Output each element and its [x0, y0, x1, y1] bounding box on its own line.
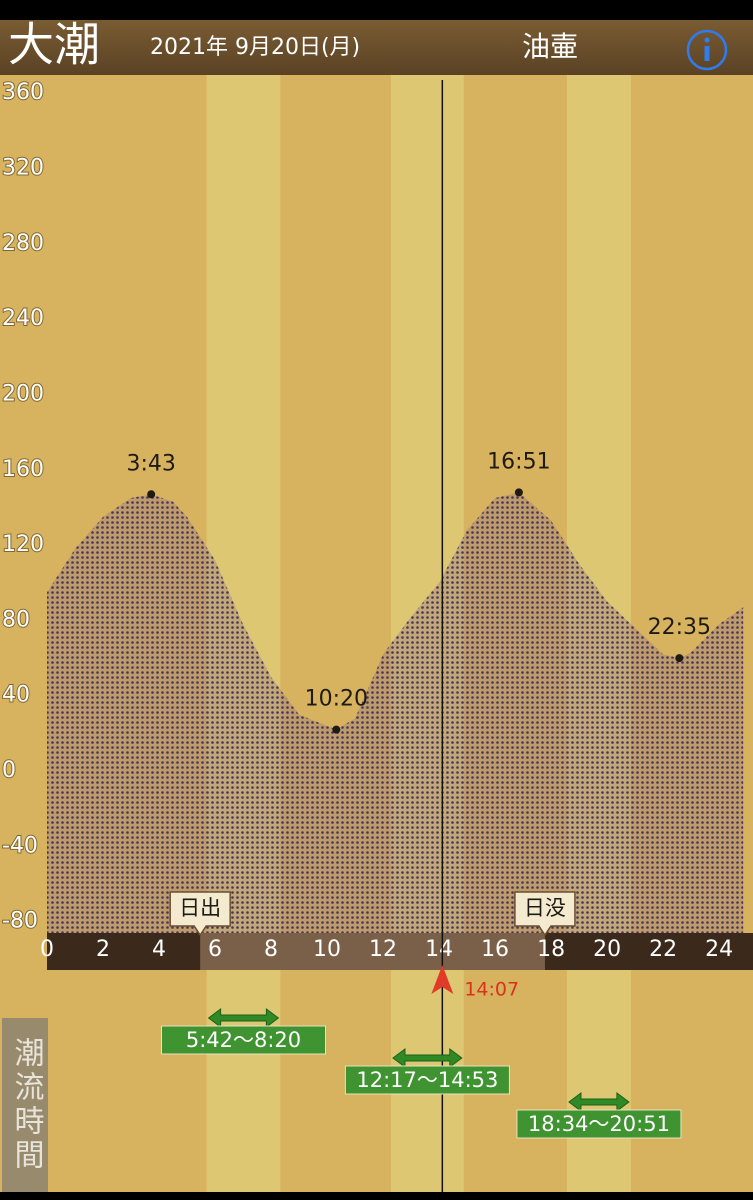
- y-tick-label: -40: [2, 833, 38, 858]
- y-tick-label: 320: [2, 156, 44, 181]
- extreme-point: [514, 488, 523, 497]
- flow-label-box: [2, 1018, 48, 1192]
- x-tick-label: 2: [96, 937, 110, 962]
- flow-label: 5:42〜8:20: [186, 1028, 301, 1052]
- sunrise-marker: [169, 891, 231, 937]
- bottom-bar: [0, 1192, 753, 1200]
- flow-label-box: [160, 1025, 326, 1055]
- y-tick-label: 280: [2, 231, 44, 256]
- x-tick-label: 10: [313, 937, 341, 962]
- extreme-point: [332, 725, 341, 734]
- flow-label-box: [516, 1109, 682, 1139]
- x-tick-label: 12: [369, 937, 397, 962]
- x-tick-label: 0: [40, 937, 54, 962]
- sunset-marker: [514, 891, 576, 937]
- sunrise-label: 日出: [179, 896, 221, 920]
- flow-arrow: [392, 1048, 463, 1068]
- location: 油壷: [522, 30, 578, 63]
- x-tick-label: 14: [425, 937, 453, 962]
- flow-title: 潮流時間: [9, 1037, 45, 1173]
- y-tick-label: 200: [2, 381, 44, 406]
- x-tick-label: 22: [649, 937, 677, 962]
- extreme-point: [675, 654, 684, 663]
- status-bar: [0, 0, 753, 20]
- x-tick-label: 8: [264, 937, 278, 962]
- extreme-label: 10:20: [305, 687, 368, 712]
- flow-label-box: [344, 1065, 510, 1095]
- y-tick-label: 0: [2, 758, 16, 783]
- flow-label: 12:17〜14:53: [356, 1068, 498, 1092]
- extreme-label: 22:35: [648, 615, 711, 640]
- x-tick-label: 16: [481, 937, 509, 962]
- extreme-label: 16:51: [487, 449, 550, 474]
- date: 2021年 9月20日(月): [150, 35, 360, 60]
- current-time-pointer: [431, 965, 454, 994]
- sunset-label: 日没: [524, 896, 566, 920]
- y-tick-label: 160: [2, 457, 44, 482]
- flow-label: 18:34〜20:51: [528, 1112, 670, 1136]
- x-tick-label: 24: [705, 937, 733, 962]
- y-tick-label: 40: [2, 683, 30, 708]
- current-time-label: 14:07: [464, 979, 519, 1001]
- tide-name: 大潮: [8, 18, 100, 72]
- extreme-point: [147, 490, 156, 499]
- y-tick-label: 240: [2, 306, 44, 331]
- tide-area: [47, 492, 744, 933]
- day-band: [200, 933, 545, 970]
- y-tick-label: 120: [2, 532, 44, 557]
- x-tick-label: 18: [537, 937, 565, 962]
- x-tick-label: 6: [208, 937, 222, 962]
- y-tick-label: 360: [2, 80, 44, 105]
- y-tick-label: -80: [2, 909, 38, 934]
- header-bar: [0, 20, 753, 75]
- extreme-label: 3:43: [126, 451, 175, 476]
- x-tick-label: 20: [593, 937, 621, 962]
- flow-arrow: [568, 1092, 630, 1112]
- y-tick-label: 80: [2, 607, 30, 632]
- flow-arrow: [207, 1008, 280, 1028]
- info-button[interactable]: [686, 29, 728, 71]
- x-tick-label: 4: [152, 937, 166, 962]
